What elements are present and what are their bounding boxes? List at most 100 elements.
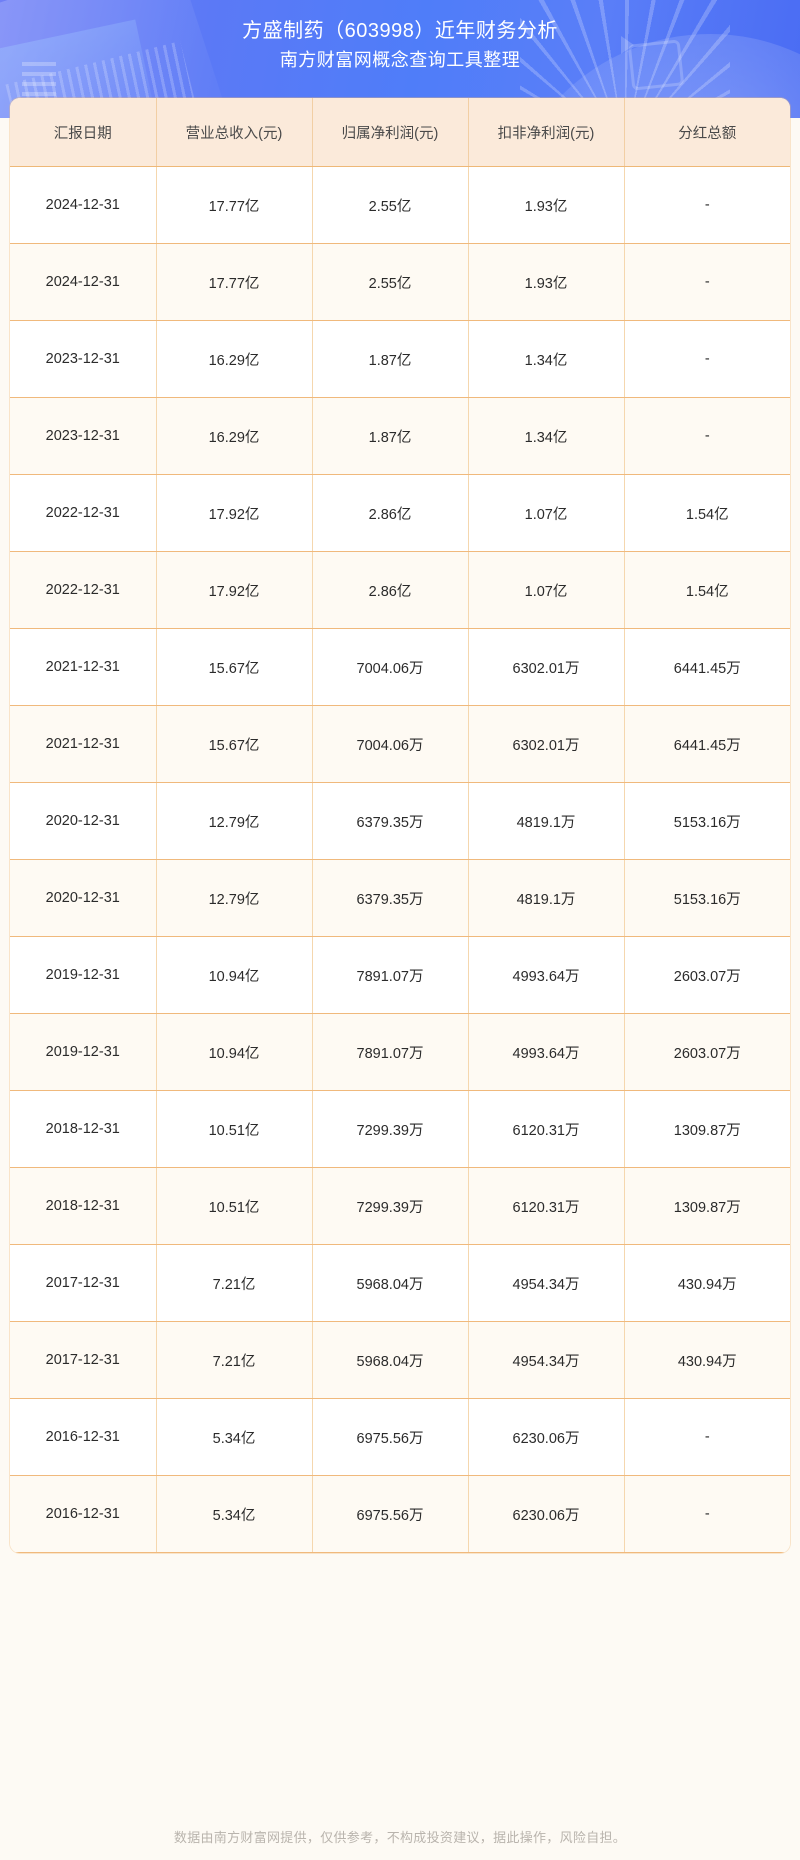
cell-value: 7891.07万 <box>312 1013 469 1091</box>
cell-value: 5.34亿 <box>156 1475 313 1553</box>
column-header-1[interactable]: 营业总收入(元) <box>156 98 313 167</box>
cell-value: 4993.64万 <box>468 936 625 1014</box>
cell-value: 16.29亿 <box>156 397 313 475</box>
cell-value: 17.77亿 <box>156 243 313 321</box>
financial-table-container: 汇报日期 营业总收入(元) 归属净利润(元) 扣非净利润(元) 分红总额 2024-12… <box>10 98 790 1553</box>
cell-value: 15.67亿 <box>156 628 313 706</box>
cell-report-date: 2024-12-31 <box>10 243 157 321</box>
cell-value: 1.54亿 <box>624 474 790 552</box>
cell-value: 10.94亿 <box>156 936 313 1014</box>
cell-value: 6975.56万 <box>312 1475 469 1553</box>
table-row[interactable]: 2019-12-31 10.94亿 7891.07万 4993.64万 2603.07万 <box>10 936 790 1014</box>
cell-value: 2.55亿 <box>312 243 469 321</box>
table-row[interactable]: 2016-12-31 5.34亿 6975.56万 6230.06万 - <box>10 1398 790 1476</box>
disclaimer-note: 数据由南方财富网提供，仅供参考，不构成投资建议，据此操作，风险自担。 <box>173 1830 627 1845</box>
table-header: 汇报日期 营业总收入(元) 归属净利润(元) 扣非净利润(元) 分红总额 <box>10 98 790 167</box>
cell-value: 1.93亿 <box>468 166 625 244</box>
table-row[interactable]: 2016-12-31 5.34亿 6975.56万 6230.06万 - <box>10 1475 790 1553</box>
cell-value: 430.94万 <box>624 1244 790 1322</box>
table-row[interactable]: 2024-12-31 17.77亿 2.55亿 1.93亿 - <box>10 243 790 321</box>
cell-value: 7299.39万 <box>312 1167 469 1245</box>
cell-value: 5153.16万 <box>624 782 790 860</box>
cell-value: 2603.07万 <box>624 1013 790 1091</box>
cell-report-date: 2017-12-31 <box>10 1321 157 1399</box>
cell-report-date: 2018-12-31 <box>10 1167 157 1245</box>
table-row[interactable]: 2023-12-31 16.29亿 1.87亿 1.34亿 - <box>10 320 790 398</box>
table-row[interactable]: 2020-12-31 12.79亿 6379.35万 4819.1万 5153.16万 <box>10 859 790 937</box>
table-header-row: 汇报日期 营业总收入(元) 归属净利润(元) 扣非净利润(元) 分红总额 <box>10 98 790 167</box>
cell-value: 2.86亿 <box>312 551 469 629</box>
cell-value: 4954.34万 <box>468 1321 625 1399</box>
cell-value: 7004.06万 <box>312 705 469 783</box>
cell-value: 6230.06万 <box>468 1475 625 1553</box>
cell-value: 1.87亿 <box>312 397 469 475</box>
cell-value: 6441.45万 <box>624 705 790 783</box>
cell-value: - <box>624 243 790 321</box>
cell-report-date: 2018-12-31 <box>10 1090 157 1168</box>
cell-value: 15.67亿 <box>156 705 313 783</box>
table-row[interactable]: 2019-12-31 10.94亿 7891.07万 4993.64万 2603.07万 <box>10 1013 790 1091</box>
cell-value: 5968.04万 <box>312 1321 469 1399</box>
table-row[interactable]: 2022-12-31 17.92亿 2.86亿 1.07亿 1.54亿 <box>10 551 790 629</box>
cell-value: 5.34亿 <box>156 1398 313 1476</box>
cell-value: 2.86亿 <box>312 474 469 552</box>
cell-report-date: 2019-12-31 <box>10 936 157 1014</box>
cell-value: 7299.39万 <box>312 1090 469 1168</box>
cell-value: 7891.07万 <box>312 936 469 1014</box>
table-row[interactable]: 2024-12-31 17.77亿 2.55亿 1.93亿 - <box>10 166 790 244</box>
table-row[interactable]: 2017-12-31 7.21亿 5968.04万 4954.34万 430.94万 <box>10 1244 790 1322</box>
cell-value: 6379.35万 <box>312 859 469 937</box>
cell-report-date: 2020-12-31 <box>10 782 157 860</box>
cell-value: 6120.31万 <box>468 1167 625 1245</box>
cell-report-date: 2024-12-31 <box>10 166 157 244</box>
cell-report-date: 2016-12-31 <box>10 1398 157 1476</box>
page-subtitle: 南方财富网概念查询工具整理 <box>279 50 521 70</box>
cell-value: 7.21亿 <box>156 1321 313 1399</box>
column-header-3[interactable]: 扣非净利润(元) <box>468 98 625 167</box>
column-header-0[interactable]: 汇报日期 <box>10 98 157 167</box>
cell-report-date: 2020-12-31 <box>10 859 157 937</box>
cell-value: 4954.34万 <box>468 1244 625 1322</box>
table-row[interactable]: 2020-12-31 12.79亿 6379.35万 4819.1万 5153.16万 <box>10 782 790 860</box>
cell-value: 17.77亿 <box>156 166 313 244</box>
cell-value: 7.21亿 <box>156 1244 313 1322</box>
cell-value: 1.54亿 <box>624 551 790 629</box>
table-row[interactable]: 2017-12-31 7.21亿 5968.04万 4954.34万 430.94万 <box>10 1321 790 1399</box>
cell-value: 6230.06万 <box>468 1398 625 1476</box>
cell-value: 10.94亿 <box>156 1013 313 1091</box>
cell-report-date: 2022-12-31 <box>10 474 157 552</box>
page-title: 方盛制药（603998）近年财务分析 <box>242 20 558 42</box>
cell-value: - <box>624 166 790 244</box>
cell-value: 6379.35万 <box>312 782 469 860</box>
table-row[interactable]: 2018-12-31 10.51亿 7299.39万 6120.31万 1309.87万 <box>10 1090 790 1168</box>
cell-value: 6302.01万 <box>468 705 625 783</box>
cell-value: 17.92亿 <box>156 474 313 552</box>
cell-value: - <box>624 1475 790 1553</box>
cell-value: 4819.1万 <box>468 782 625 860</box>
table-row[interactable]: 2021-12-31 15.67亿 7004.06万 6302.01万 6441.45万 <box>10 705 790 783</box>
cell-report-date: 2023-12-31 <box>10 397 157 475</box>
cell-value: 430.94万 <box>624 1321 790 1399</box>
table-row[interactable]: 2022-12-31 17.92亿 2.86亿 1.07亿 1.54亿 <box>10 474 790 552</box>
cell-value: 16.29亿 <box>156 320 313 398</box>
cell-value: 1.07亿 <box>468 474 625 552</box>
table-row[interactable]: 2018-12-31 10.51亿 7299.39万 6120.31万 1309.87万 <box>10 1167 790 1245</box>
cell-value: 6441.45万 <box>624 628 790 706</box>
cell-value: 2.55亿 <box>312 166 469 244</box>
cell-report-date: 2021-12-31 <box>10 705 157 783</box>
cell-report-date: 2016-12-31 <box>10 1475 157 1553</box>
cell-value: 1.34亿 <box>468 397 625 475</box>
table-row[interactable]: 2023-12-31 16.29亿 1.87亿 1.34亿 - <box>10 397 790 475</box>
column-header-2[interactable]: 归属净利润(元) <box>312 98 469 167</box>
cell-value: 12.79亿 <box>156 782 313 860</box>
cell-value: - <box>624 320 790 398</box>
cell-value: - <box>624 397 790 475</box>
cell-value: 6302.01万 <box>468 628 625 706</box>
cell-value: 1.07亿 <box>468 551 625 629</box>
cell-value: 6120.31万 <box>468 1090 625 1168</box>
banner-title-group: 方盛制药（603998）近年财务分析 南方财富网概念查询工具整理 <box>0 0 800 74</box>
column-header-4[interactable]: 分红总额 <box>624 98 790 167</box>
financial-table: 汇报日期 营业总收入(元) 归属净利润(元) 扣非净利润(元) 分红总额 2024-12… <box>10 98 790 1553</box>
table-row[interactable]: 2021-12-31 15.67亿 7004.06万 6302.01万 6441.45万 <box>10 628 790 706</box>
cell-value: 2603.07万 <box>624 936 790 1014</box>
